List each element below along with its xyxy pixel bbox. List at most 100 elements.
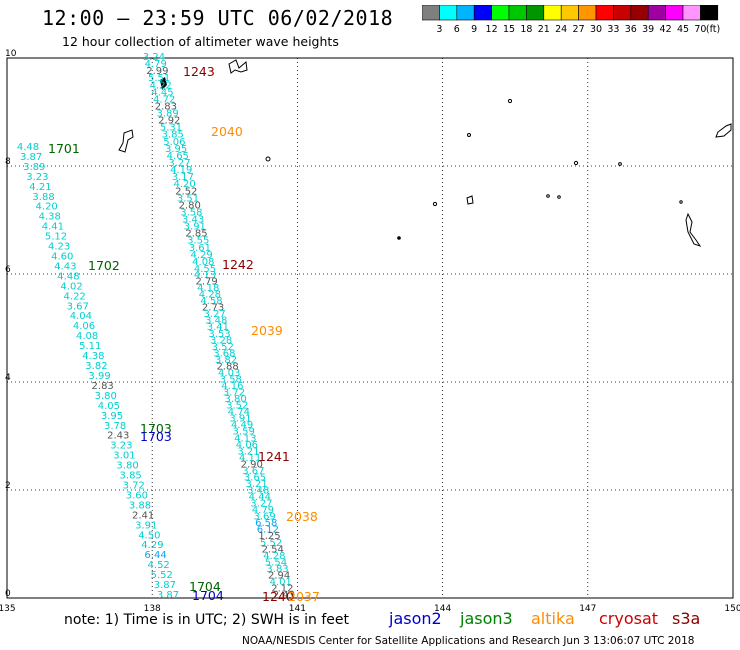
map-frame bbox=[6, 57, 734, 599]
wave-height-value: 4.29 bbox=[141, 540, 163, 551]
wave-height-value: 3.68 bbox=[213, 348, 235, 359]
wave-height-value: 3.82 bbox=[85, 361, 107, 372]
colorbar-label: 12 bbox=[486, 24, 498, 35]
wave-height-value: 2.73 bbox=[202, 303, 224, 314]
wave-height-value: 4.28 bbox=[199, 290, 221, 301]
wave-height-value: 3.72 bbox=[123, 480, 145, 491]
wave-height-value: 4.13 bbox=[234, 433, 256, 444]
legend-item-jason2: jason2 bbox=[389, 609, 442, 628]
island-shape bbox=[546, 194, 550, 198]
y-tick-label: 6 bbox=[5, 265, 11, 275]
wave-height-value: 3.91 bbox=[229, 414, 251, 425]
wave-height-value: 3.80 bbox=[116, 461, 138, 472]
wave-height-value: 4.02 bbox=[60, 281, 82, 292]
wave-height-value: 4.48 bbox=[57, 271, 79, 282]
page-title: 12:00 – 23:59 UTC 06/02/2018 bbox=[42, 6, 394, 30]
wave-height-value: 4.72 bbox=[153, 94, 175, 105]
wave-height-value: 4.65 bbox=[167, 151, 189, 162]
island-shape bbox=[118, 129, 134, 153]
colorbar-label: 24 bbox=[555, 24, 567, 35]
island-shape bbox=[228, 59, 248, 74]
wave-height-value: 6.58 bbox=[255, 518, 277, 529]
wave-height-value: 4.44 bbox=[249, 492, 271, 503]
wave-height-value: 3.87 bbox=[157, 590, 179, 601]
wave-height-value: 4.28 bbox=[263, 551, 285, 562]
wave-height-value: 3.89 bbox=[156, 109, 178, 120]
wave-height-value: 4.01 bbox=[270, 577, 292, 588]
colorbar-label: (ft) bbox=[706, 24, 720, 35]
wave-height-value: 2.41 bbox=[132, 510, 154, 521]
island-shape bbox=[557, 195, 561, 199]
wave-height-value: 3.78 bbox=[104, 421, 126, 432]
wave-height-value: 3.88 bbox=[129, 500, 151, 511]
island-shape bbox=[507, 98, 513, 104]
wave-height-value: 4.38 bbox=[82, 351, 104, 362]
wave-height-value: 5.12 bbox=[45, 232, 67, 243]
wave-height-value: 2.43 bbox=[107, 431, 129, 442]
wave-height-value: 2.83 bbox=[92, 381, 114, 392]
wave-height-value: 3.55 bbox=[187, 236, 209, 247]
island-shape bbox=[467, 133, 471, 137]
wave-height-value: 3.87 bbox=[20, 152, 42, 163]
wave-height-value: 3.61 bbox=[189, 243, 211, 254]
wave-height-value: 2.54 bbox=[262, 544, 284, 555]
wave-height-value: 6.44 bbox=[144, 550, 166, 561]
legend-item-jason3: jason3 bbox=[460, 609, 513, 628]
wave-height-value: 2.80 bbox=[179, 200, 201, 211]
footer-credit: NOAA/NESDIS Center for Satellite Applica… bbox=[242, 635, 695, 647]
island-shape bbox=[618, 162, 622, 166]
wave-height-value: 3.01 bbox=[113, 451, 135, 462]
wave-height-value: 4.19 bbox=[170, 165, 192, 176]
x-tick-label: 138 bbox=[144, 604, 161, 614]
island-shape bbox=[265, 156, 271, 162]
wave-height-value: 2.79 bbox=[195, 277, 217, 288]
y-tick-label: 4 bbox=[5, 373, 11, 383]
pass-id-label: 2037 bbox=[288, 589, 320, 604]
wave-height-value: 4.60 bbox=[51, 252, 73, 263]
wave-height-value: 2.12 bbox=[271, 583, 293, 594]
wave-height-value: 4.08 bbox=[192, 257, 214, 268]
wave-height-value: 3.43 bbox=[182, 215, 204, 226]
pass-id-label: 2038 bbox=[286, 509, 318, 524]
wave-height-value: 3.95 bbox=[165, 144, 187, 155]
pass-id-label: 1243 bbox=[183, 64, 215, 79]
wave-height-value: 3.53 bbox=[208, 329, 230, 340]
colorbar-label: 6 bbox=[454, 24, 460, 35]
wave-height-value: 3.51 bbox=[177, 193, 199, 204]
colorbar-label: 42 bbox=[660, 24, 672, 35]
wave-height-value: 2.88 bbox=[216, 361, 238, 372]
colorbar-label: 70 bbox=[694, 24, 706, 35]
colorbar-swatch bbox=[700, 5, 719, 21]
wave-height-value: 3.28 bbox=[210, 335, 232, 346]
footer-note: note: 1) Time is in UTC; 2) SWH is in fe… bbox=[64, 612, 350, 628]
wave-height-value: 3.21 bbox=[245, 479, 267, 490]
wave-height-value: 4.29 bbox=[190, 250, 212, 261]
wave-height-value: 3.91 bbox=[184, 222, 206, 233]
wave-height-value: 3.85 bbox=[120, 471, 142, 482]
wave-height-value: 3.17 bbox=[172, 172, 194, 183]
wave-height-value: 6.12 bbox=[257, 525, 279, 536]
island-shape bbox=[715, 123, 732, 138]
pass-id-label: 1704 bbox=[189, 579, 221, 594]
wave-height-value: 3.58 bbox=[180, 207, 202, 218]
wave-height-value: 3.65 bbox=[244, 472, 266, 483]
wave-height-value: 3.59 bbox=[233, 427, 255, 438]
wave-height-value: 3.99 bbox=[88, 371, 110, 382]
wave-height-value: 5.06 bbox=[163, 137, 185, 148]
wave-height-value: 3.67 bbox=[67, 301, 89, 312]
colorbar-label: 30 bbox=[590, 24, 602, 35]
wave-height-value: 5.52 bbox=[260, 538, 282, 549]
wave-height-value: 4.23 bbox=[48, 242, 70, 253]
wave-height-value: 2.92 bbox=[158, 116, 180, 127]
wave-height-value: 2.94 bbox=[268, 570, 290, 581]
wave-height-value: 4.48 bbox=[17, 142, 39, 153]
colorbar-label: 36 bbox=[625, 24, 637, 35]
pass-id-label: 1702 bbox=[88, 258, 120, 273]
y-tick-label: 2 bbox=[5, 481, 11, 491]
wave-height-value: 4.06 bbox=[73, 321, 95, 332]
lat-lon-grid: 135 138 141 144 147 150 0 2 4 6 8 10 bbox=[0, 49, 740, 614]
wave-height-value: 3.67 bbox=[242, 466, 264, 477]
wave-height-value: 4.03 bbox=[218, 368, 240, 379]
legend-item-cryosat: cryosat bbox=[599, 609, 659, 628]
